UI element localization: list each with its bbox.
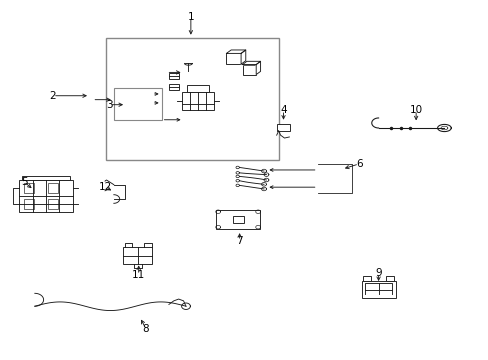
Polygon shape	[226, 50, 245, 53]
Polygon shape	[256, 61, 260, 75]
Bar	[105, 39, 278, 160]
Polygon shape	[241, 50, 245, 64]
Text: 1: 1	[187, 12, 194, 22]
Text: 2: 2	[49, 91, 56, 101]
Bar	[21, 176, 70, 180]
Bar	[168, 84, 178, 90]
Bar	[48, 199, 58, 210]
Bar	[24, 199, 34, 210]
Text: 9: 9	[374, 268, 381, 278]
Text: 5: 5	[21, 177, 27, 187]
Text: 11: 11	[132, 270, 145, 280]
Text: 4: 4	[280, 105, 286, 115]
Bar	[168, 73, 178, 79]
Text: 12: 12	[99, 182, 112, 192]
Text: 8: 8	[142, 324, 149, 334]
Bar	[216, 210, 260, 229]
Text: 3: 3	[106, 100, 113, 110]
Bar	[48, 183, 58, 193]
Bar	[363, 276, 370, 281]
Bar	[114, 88, 161, 120]
Polygon shape	[242, 61, 260, 64]
Bar	[19, 180, 73, 212]
Bar	[226, 53, 241, 64]
Text: 10: 10	[409, 105, 422, 115]
Bar	[187, 85, 208, 92]
Text: 6: 6	[355, 159, 362, 169]
Text: 7: 7	[236, 236, 243, 246]
Bar	[361, 281, 395, 298]
Bar	[122, 247, 152, 264]
Bar	[385, 276, 393, 281]
Bar	[276, 124, 290, 131]
Bar	[232, 216, 243, 224]
Bar	[24, 183, 34, 193]
Bar	[182, 92, 214, 110]
Bar	[242, 64, 256, 75]
